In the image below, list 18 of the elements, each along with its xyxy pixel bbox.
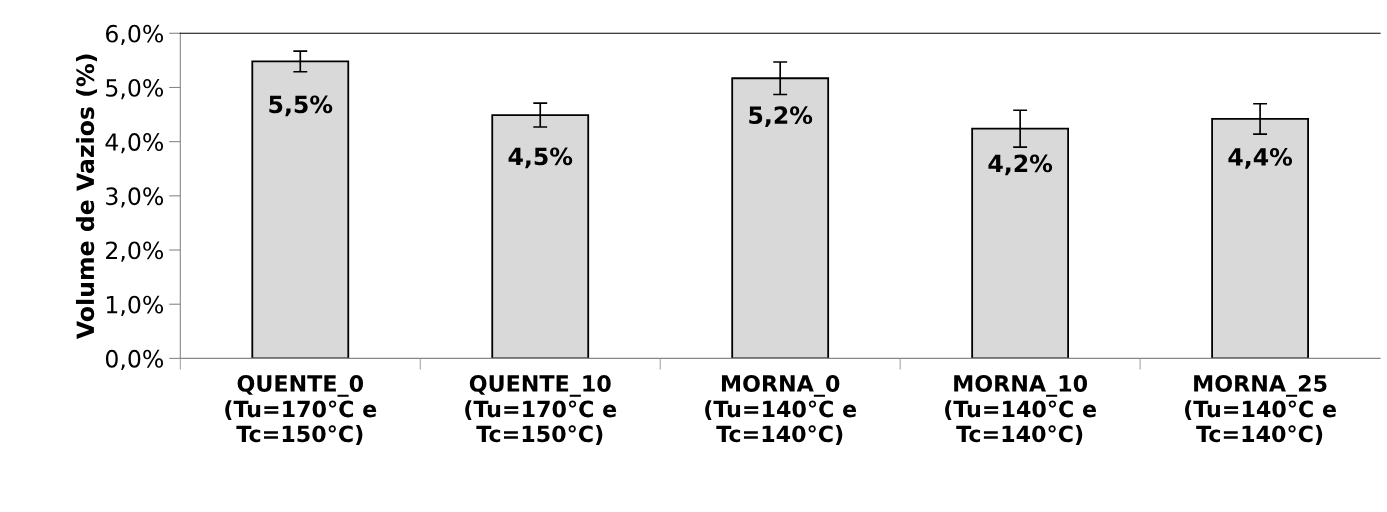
y-tick-label: 4,0% [105, 133, 164, 154]
data-label: 4,5% [508, 147, 573, 169]
y-tick-label: 6,0% [106, 24, 164, 45]
data-label: 4,2% [988, 154, 1053, 176]
y-tick-label: 5,0% [106, 78, 164, 100]
y-tick-label: 1,0% [106, 295, 164, 316]
data-label: 5,2% [749, 106, 813, 128]
y-tick-label: 0,0% [105, 349, 164, 371]
y-tick-label: 3,0% [106, 187, 164, 208]
data-label: 5,5% [269, 95, 333, 117]
x-tick-label: MORNA_10 (Tu=140°C e Tc=140°C) [945, 375, 1097, 445]
x-tick-label: QUENTE_10 (Tu=170°C e Tc=150°C) [465, 375, 617, 445]
x-tick-label: MORNA_0 (Tu=140°C e Tc=140°C) [705, 375, 857, 445]
y-axis-title: Volume de Vazios (%) [75, 54, 97, 339]
x-tick-label: QUENTE_0 (Tu=170°C e Tc=150°C) [225, 375, 377, 445]
x-tick-label: MORNA_25 (Tu=140°C e Tc=140°C) [1185, 375, 1336, 445]
y-tick-label: 2,0% [106, 241, 164, 262]
data-label: 4,4% [1228, 147, 1293, 169]
